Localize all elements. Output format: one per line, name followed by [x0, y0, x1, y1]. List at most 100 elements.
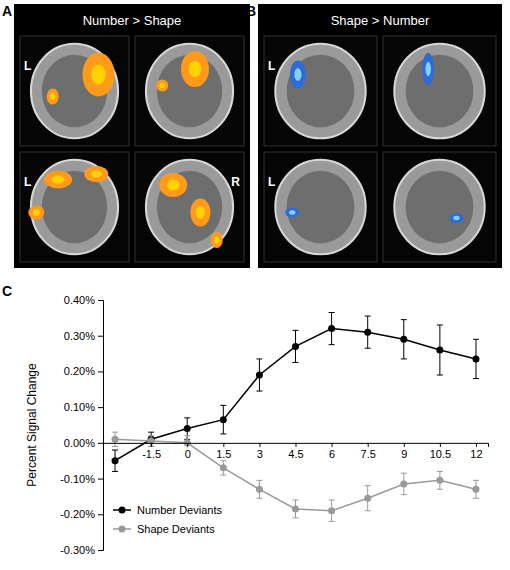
y-tick-label: -0.30% [60, 544, 95, 556]
error-bar [473, 339, 479, 378]
panel-background [258, 4, 502, 268]
error-bar [220, 461, 226, 475]
activation-blob [290, 61, 306, 89]
error-bar-segment [329, 500, 335, 501]
y-tick: 0.20% [64, 365, 103, 377]
y-tick-mark [98, 300, 103, 301]
error-bar-segment [293, 500, 299, 501]
x-tick-label-patch [184, 448, 192, 460]
x-tick-mark [404, 443, 405, 447]
data-point [220, 416, 227, 423]
y-tick-label: 0.30% [64, 330, 95, 342]
x-tick-mark [332, 443, 333, 447]
brain-slice [146, 44, 233, 139]
activation-blob [181, 51, 209, 87]
activation-blob-core [426, 62, 431, 76]
error-bar [256, 480, 262, 498]
brain-slice-frame [264, 36, 377, 146]
error-bar-segment [112, 471, 118, 472]
activation-blob-core [289, 210, 295, 215]
error-bar [437, 325, 443, 375]
y-tick: -0.10% [60, 473, 103, 485]
x-tick-mark [259, 443, 260, 447]
y-axis-line [98, 301, 104, 551]
activation-blob-core [33, 209, 40, 215]
activation-blob [156, 80, 168, 92]
x-tick-label-patch [215, 448, 232, 460]
y-tick-label: 0.40% [64, 294, 95, 306]
error-bar-segment [329, 312, 335, 313]
series [112, 432, 480, 521]
error-bar [184, 418, 190, 439]
x-tick-label-patch [141, 448, 162, 460]
activation-blob [190, 199, 210, 227]
activation-blob-core [167, 180, 180, 191]
error-bar [329, 313, 335, 345]
error-bar [293, 330, 299, 362]
error-bar-segment [401, 358, 407, 359]
data-point [112, 436, 119, 443]
data-point [112, 457, 119, 464]
data-point [472, 355, 479, 362]
brain-slice [31, 44, 118, 139]
activation-blob-core [52, 175, 65, 183]
y-tick-label: 0.20% [64, 365, 95, 377]
x-tick-label-patch [287, 448, 304, 460]
error-bar [256, 359, 262, 391]
panel-letter: C [2, 283, 12, 299]
plot-marks [112, 313, 480, 522]
data-point [220, 464, 227, 471]
error-bar-segment [256, 391, 262, 392]
brain-slice-frame [20, 36, 129, 146]
activation-blob [449, 213, 463, 223]
error-bar-segment [401, 319, 407, 320]
series [112, 313, 480, 472]
error-bar-segment [437, 471, 443, 472]
error-bar-segment [220, 433, 226, 434]
error-bar [401, 473, 407, 494]
error-bar-segment [473, 498, 479, 499]
y-tick-mark [98, 514, 103, 515]
activation-blob-core [294, 68, 301, 81]
series-line [115, 329, 476, 461]
activation-blob-core [196, 206, 205, 219]
data-point [436, 347, 443, 354]
error-bar-segment [293, 362, 299, 363]
orientation-label: L [268, 59, 275, 73]
image-panel: Number > ShapeLLR [14, 4, 250, 268]
data-point [436, 477, 443, 484]
activation-blob [285, 208, 299, 218]
legend-item: Shape Deviants [113, 523, 215, 535]
data-point [472, 486, 479, 493]
error-bar-segment [401, 473, 407, 474]
brain-slice-frame [264, 152, 377, 262]
data-point [328, 325, 335, 332]
x-tick: 6 [328, 443, 336, 460]
error-bar [148, 432, 154, 446]
error-bar-segment [112, 432, 118, 433]
error-bar-segment [256, 480, 262, 481]
y-tick-label: -0.10% [60, 473, 95, 485]
panel-background [14, 4, 250, 268]
error-bar-segment [365, 485, 371, 486]
orientation-label: L [24, 175, 31, 189]
y-tick-label: 0.10% [64, 401, 95, 413]
x-tick-label: 4.5 [288, 448, 303, 460]
error-bar-segment [184, 435, 190, 436]
legend-item: Number Deviants [113, 504, 222, 516]
panel-letter: A [2, 3, 12, 19]
error-bar [220, 405, 226, 434]
orientation-label: L [24, 59, 31, 73]
activation-blob-core [189, 61, 202, 77]
y-tick-label: -0.20% [60, 508, 95, 520]
y-axis-title: Percent Signal Change [25, 363, 39, 487]
activation-blob-core [160, 83, 165, 88]
activation-blob [211, 232, 223, 248]
orientation-label: L [268, 175, 275, 189]
brain-slice-frame [20, 152, 129, 262]
error-bar [112, 432, 118, 446]
series-line [115, 439, 476, 510]
y-tick: -0.30% [60, 544, 103, 556]
legend-swatch-marker [119, 507, 126, 514]
x-tick: 10.5 [429, 443, 452, 460]
